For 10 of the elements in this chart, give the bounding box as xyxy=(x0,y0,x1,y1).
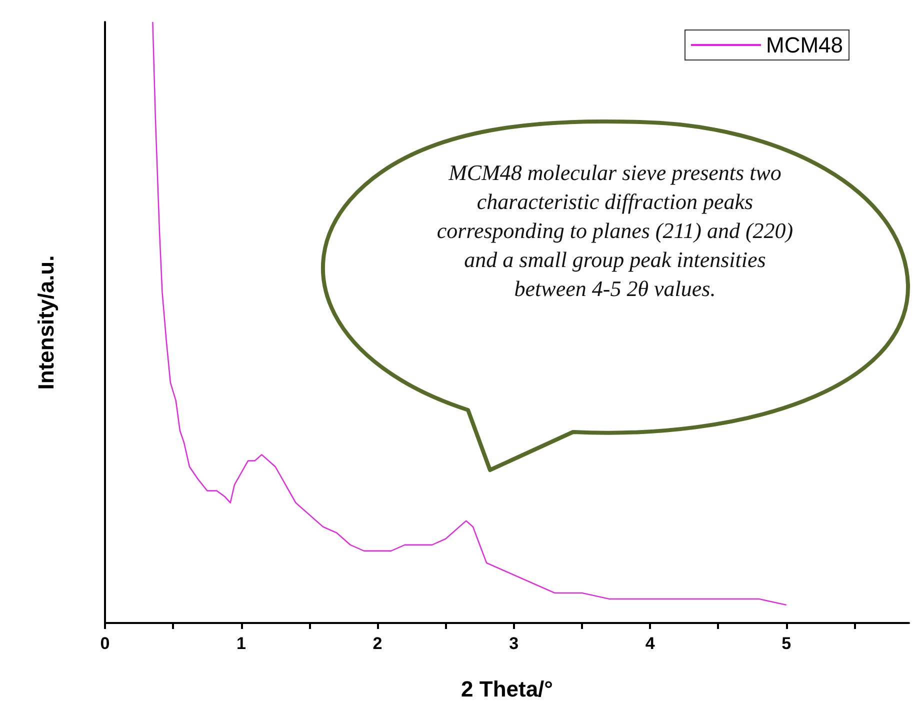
annotation: MCM48 molecular sieve presents two characteristic diffraction peaks corresponding to planes (211) and (220) and a small group peak intensities between 4-5 2θ values. xyxy=(436,159,794,303)
x-tick-label: 1 xyxy=(236,634,246,653)
x-axis-title: 2 Theta/° xyxy=(461,676,553,702)
x-tick-label: 3 xyxy=(509,634,519,653)
x-tick-label: 4 xyxy=(645,634,656,653)
x-tick-label: 0 xyxy=(100,634,110,653)
x-tick-label: 2 xyxy=(372,634,382,653)
legend-label: MCM48 xyxy=(766,32,844,58)
y-axis-title: Intensity/a.u. xyxy=(34,255,58,390)
x-tick-label: 5 xyxy=(782,634,792,653)
